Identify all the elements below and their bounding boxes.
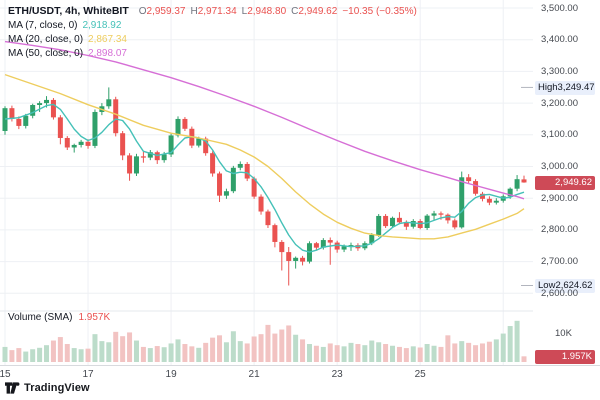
low-price-badge: Low 2,624.62 (535, 278, 595, 293)
tradingview-watermark[interactable]: TradingView (5, 382, 90, 394)
time-axis-label: 23 (331, 369, 343, 380)
tradingview-watermark-text: TradingView (24, 382, 90, 394)
volume-legend[interactable]: Volume (SMA) 1.957K (8, 312, 110, 323)
price-axis-label: 2,900.00 (541, 192, 578, 204)
price-axis-label: 3,200.00 (541, 97, 578, 109)
price-axis-label: 3,400.00 (541, 34, 578, 46)
time-axis-label: 19 (165, 369, 177, 380)
last-price-badge: 2,949.62 (535, 175, 595, 190)
candlestick-chart-canvas[interactable] (0, 0, 533, 365)
time-axis-label: 25 (414, 369, 426, 380)
tradingview-logo-icon (5, 382, 20, 394)
price-axis-label: 3,500.00 (541, 2, 578, 14)
price-axis-label: 2,700.00 (541, 256, 578, 268)
volume-legend-value: 1.957K (78, 312, 111, 323)
volume-legend-label: Volume (SMA) (8, 312, 73, 323)
price-axis-label: 2,600.00 (541, 287, 578, 299)
time-axis-label: 15 (0, 369, 11, 380)
high-price-badge: High 3,249.47 (535, 80, 595, 95)
time-axis-label: 17 (82, 369, 94, 380)
low-badge-value: 2,624.62 (555, 280, 593, 292)
volume-axis-label: 10K (555, 327, 572, 339)
time-axis-label: 21 (248, 369, 260, 380)
price-axis-label: 3,000.00 (541, 161, 578, 172)
price-axis[interactable]: High 3,249.47 Low 2,624.62 2,949.62 10K … (533, 0, 600, 365)
price-axis-label: 3,100.00 (541, 129, 578, 141)
volume-value-badge: 1.957K (535, 349, 595, 364)
high-badge-value: 3,249.47 (557, 82, 595, 94)
price-axis-label: 2,800.00 (541, 224, 578, 236)
time-axis[interactable]: 15 17 19 21 23 25 (0, 365, 600, 383)
high-badge-label: High (538, 82, 558, 94)
low-badge-label: Low (538, 280, 556, 292)
price-axis-label: 3,300.00 (541, 65, 578, 77)
